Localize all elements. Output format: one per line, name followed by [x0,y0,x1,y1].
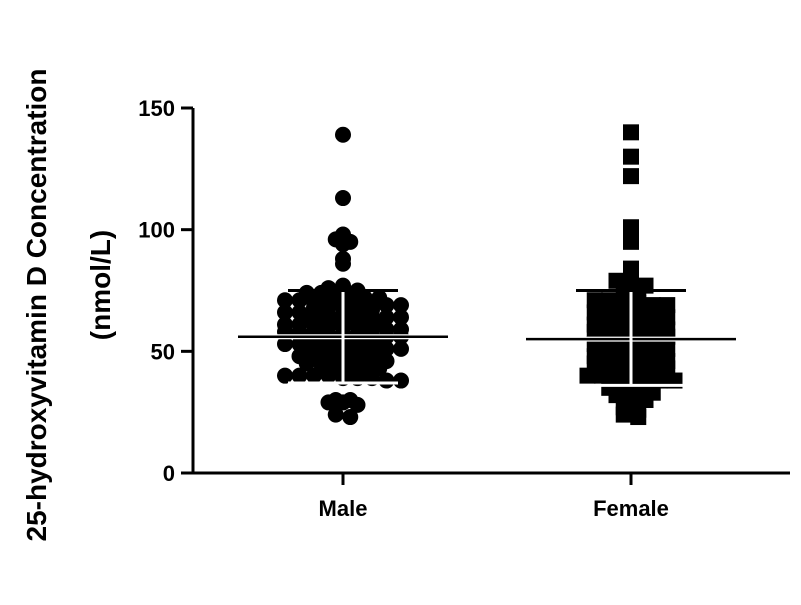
male-data-point [277,336,293,353]
male-data-point [335,250,351,267]
male-data-point [393,297,409,314]
female-data-point [586,316,603,333]
female-data-point [659,353,676,370]
female-data-point [623,233,639,250]
female-data-point [586,348,603,365]
male-data-point [277,292,293,309]
male-data-point [291,367,308,384]
y-tick-label: 50 [151,339,175,364]
y-axis-title: 25-hydroxyvitamin D Concentration (nmol/… [21,69,116,542]
female-data-point [586,304,603,321]
female-data-point [586,292,603,309]
female-data-point [623,124,639,141]
female-data-point [659,321,676,338]
x-tick-label: Female [593,496,669,521]
error-bars [238,289,736,387]
female-data-point [608,272,625,289]
y-axis-title-line-1: 25-hydroxyvitamin D Concentration [21,69,52,542]
male-data-point [342,392,359,408]
male-data-point [335,226,351,243]
axes: 0 50 100 150 Male Female [138,96,790,521]
y-tick-label: 100 [138,218,175,243]
female-data-point [659,309,676,326]
female-data-point [659,340,676,357]
male-data-point [393,340,409,357]
male-data-point [378,372,395,389]
male-data-point [393,372,409,389]
male-data-point [393,321,409,338]
female-data-point [644,297,661,314]
male-data-point [335,190,351,207]
x-tick-label: Male [319,496,368,521]
male-data-point [371,289,388,306]
male-data-point [291,304,308,321]
female-data-point [579,367,596,384]
female-data-point [659,297,676,314]
female-data-point [601,292,618,309]
female-data-point [623,148,639,165]
male-data-point [277,316,293,333]
y-axis-title-line-2: (nmol/L) [85,230,116,340]
data-points [277,124,683,426]
female-data-point [623,168,639,185]
male-data-point [378,309,395,326]
female-data-point [623,219,639,236]
male-data-point [393,309,409,326]
y-tick-label: 0 [163,461,175,486]
female-data-point [623,260,639,277]
y-tick-label: 150 [138,96,175,121]
male-data-point [342,409,359,426]
male-data-point [277,304,293,321]
male-data-point [327,392,344,408]
male-data-point [327,406,344,423]
male-data-point [335,126,351,143]
male-data-point [277,367,293,384]
male-data-point [320,280,337,297]
male-data-point [298,284,315,301]
